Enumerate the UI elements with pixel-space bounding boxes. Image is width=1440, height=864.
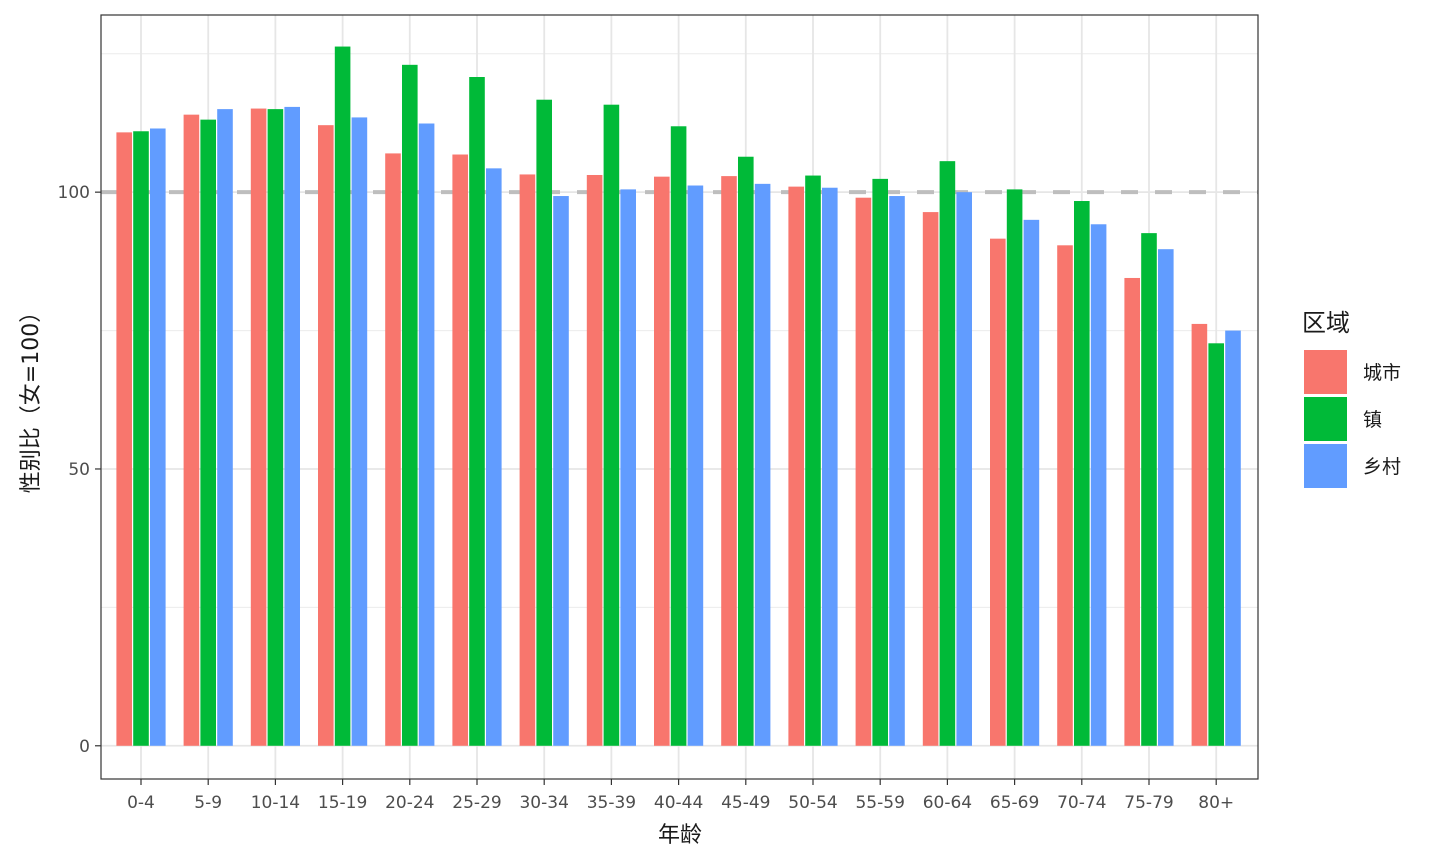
x-tick-label: 15-19 <box>318 793 367 813</box>
bar-城市-30-34 <box>519 174 536 746</box>
x-tick-label: 10-14 <box>251 793 300 813</box>
bar-乡村-25-29 <box>486 168 502 746</box>
bar-城市-45-49 <box>721 176 737 746</box>
bar-乡村-70-74 <box>1090 224 1107 746</box>
legend-title: 区域 <box>1302 309 1350 337</box>
bar-镇-0-4 <box>133 131 149 746</box>
bar-乡村-30-34 <box>553 196 569 746</box>
bar-镇-40-44 <box>670 126 687 746</box>
bar-镇-30-34 <box>536 99 552 746</box>
bar-乡村-5-9 <box>217 109 233 746</box>
bar-乡村-50-54 <box>822 187 838 746</box>
y-tick-label: 0 <box>79 737 90 757</box>
bar-镇-35-39 <box>603 104 620 746</box>
bar-城市-40-44 <box>654 176 670 746</box>
bar-乡村-0-4 <box>150 128 166 746</box>
x-tick-label: 70-74 <box>1057 793 1106 813</box>
bar-乡村-60-64 <box>956 192 972 746</box>
x-tick-label: 80+ <box>1198 793 1234 813</box>
x-tick-label: 75-79 <box>1124 793 1173 813</box>
legend-key-乡村 <box>1304 444 1347 488</box>
bar-乡村-55-59 <box>889 196 905 746</box>
bar-城市-10-14 <box>250 108 267 746</box>
x-tick-label: 20-24 <box>385 793 434 813</box>
x-tick-label: 5-9 <box>194 793 222 813</box>
bar-镇-10-14 <box>267 109 284 746</box>
x-tick-label: 35-39 <box>587 793 636 813</box>
legend-key-镇 <box>1304 397 1347 441</box>
bar-镇-70-74 <box>1074 201 1090 746</box>
y-tick-label: 100 <box>58 183 90 203</box>
x-axis-title: 年龄 <box>658 823 702 848</box>
bar-镇-25-29 <box>469 77 485 746</box>
bar-乡村-40-44 <box>687 185 704 746</box>
bar-镇-45-49 <box>738 156 754 746</box>
bar-城市-70-74 <box>1057 245 1073 746</box>
bar-城市-55-59 <box>855 197 872 746</box>
bar-城市-50-54 <box>788 186 804 746</box>
bar-城市-75-79 <box>1124 277 1140 746</box>
y-tick-label: 50 <box>68 460 90 480</box>
bar-城市-65-69 <box>990 238 1006 746</box>
legend-label-镇: 镇 <box>1363 409 1382 431</box>
x-tick-label: 0-4 <box>127 793 155 813</box>
bar-城市-0-4 <box>116 132 132 746</box>
bar-乡村-45-49 <box>754 183 771 746</box>
axes: 0 50 100 0-4 5-9 10-14 15-19 20-24 25-29 30-34 35-… <box>58 183 1235 813</box>
plot-panel-border <box>100 14 1259 780</box>
bar-城市-25-29 <box>452 154 468 746</box>
bar-镇-65-69 <box>1006 189 1023 746</box>
bar-镇-15-19 <box>334 46 351 746</box>
bar-镇-50-54 <box>805 175 821 746</box>
x-tick-label: 50-54 <box>788 793 837 813</box>
bar-乡村-65-69 <box>1023 219 1040 746</box>
bar-乡村-80+ <box>1225 330 1241 746</box>
bar-乡村-35-39 <box>620 189 636 746</box>
legend-label-城市: 城市 <box>1363 362 1401 384</box>
bar-乡村-20-24 <box>418 123 435 746</box>
legend-key-城市 <box>1304 350 1347 394</box>
bar-镇-60-64 <box>939 161 956 746</box>
bars <box>116 46 1241 746</box>
bar-乡村-75-79 <box>1158 249 1174 746</box>
x-tick-label: 65-69 <box>990 793 1039 813</box>
x-tick-label: 40-44 <box>654 793 703 813</box>
bar-城市-20-24 <box>385 153 401 746</box>
x-tick-label: 60-64 <box>923 793 972 813</box>
bar-城市-80+ <box>1191 323 1208 746</box>
legend-label-乡村: 乡村 <box>1363 456 1401 478</box>
bar-乡村-15-19 <box>351 117 368 746</box>
x-tick-label: 25-29 <box>452 793 501 813</box>
bar-镇-80+ <box>1208 343 1224 746</box>
bar-城市-5-9 <box>183 114 200 746</box>
x-tick-label: 55-59 <box>855 793 904 813</box>
x-tick-label: 30-34 <box>519 793 568 813</box>
x-tick-label: 45-49 <box>721 793 770 813</box>
bar-城市-35-39 <box>586 174 603 746</box>
bar-镇-55-59 <box>872 178 888 746</box>
bar-城市-60-64 <box>922 212 939 746</box>
y-axis-title: 性别比（女=100） <box>19 301 44 493</box>
bar-城市-15-19 <box>318 125 334 746</box>
bar-镇-75-79 <box>1141 233 1157 746</box>
bar-镇-20-24 <box>402 64 418 746</box>
bar-镇-5-9 <box>200 119 216 746</box>
bar-乡村-10-14 <box>284 106 300 746</box>
